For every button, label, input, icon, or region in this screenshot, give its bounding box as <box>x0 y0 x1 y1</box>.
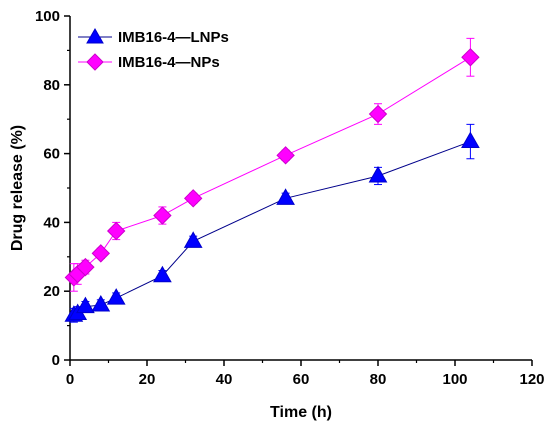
x-tick-label: 0 <box>66 371 74 388</box>
data-point-triangle <box>368 165 388 183</box>
series-layer <box>64 37 480 323</box>
x-tick-label: 100 <box>442 371 467 388</box>
ticks: 0 20 40 60 80 100 120 0 20 40 60 80 100 <box>35 8 545 388</box>
x-tick-label: 20 <box>139 371 156 388</box>
data-point-triangle <box>91 294 111 312</box>
y-axis-label: Drug release (%) <box>9 125 26 251</box>
data-point-triangle <box>76 296 95 314</box>
x-tick-label: 80 <box>370 371 387 388</box>
legend-item-lnps: IMB16-4—LNPs <box>78 27 229 46</box>
data-point-triangle <box>183 231 203 248</box>
x-axis-label: Time (h) <box>270 404 332 421</box>
legend-marker-lnps-triangle-icon <box>86 27 104 44</box>
data-point-diamond <box>276 146 295 165</box>
y-tick-label: 40 <box>43 214 60 231</box>
data-point-diamond <box>183 189 203 208</box>
data-point-diamond <box>368 104 388 124</box>
series-line <box>73 141 471 316</box>
data-point-triangle <box>276 188 295 205</box>
data-point-triangle <box>461 131 480 149</box>
series-lnps <box>64 123 480 323</box>
y-tick-label: 0 <box>52 352 60 369</box>
legend-item-nps: IMB16-4—NPs <box>78 53 220 71</box>
legend-marker-nps-diamond-icon <box>86 53 104 71</box>
x-tick-label: 60 <box>293 371 310 388</box>
data-point-diamond <box>153 206 172 225</box>
legend-label-lnps: IMB16-4—LNPs <box>118 29 229 46</box>
data-point-triangle <box>153 265 172 283</box>
series-line <box>73 56 471 278</box>
y-tick-label: 20 <box>43 283 60 300</box>
series-nps <box>64 37 480 292</box>
x-tick-label: 120 <box>519 371 544 388</box>
data-point-diamond <box>461 48 480 67</box>
x-tick-label: 40 <box>216 371 233 388</box>
data-point-triangle <box>106 288 126 305</box>
legend-label-nps: IMB16-4—NPs <box>118 54 220 71</box>
data-point-diamond <box>76 257 95 277</box>
y-tick-label: 80 <box>43 77 60 94</box>
y-tick-label: 100 <box>35 8 60 25</box>
legend: IMB16-4—LNPs IMB16-4—NPs <box>78 27 229 71</box>
y-tick-label: 60 <box>43 146 60 163</box>
data-point-diamond <box>91 244 111 263</box>
data-point-diamond <box>106 221 126 241</box>
